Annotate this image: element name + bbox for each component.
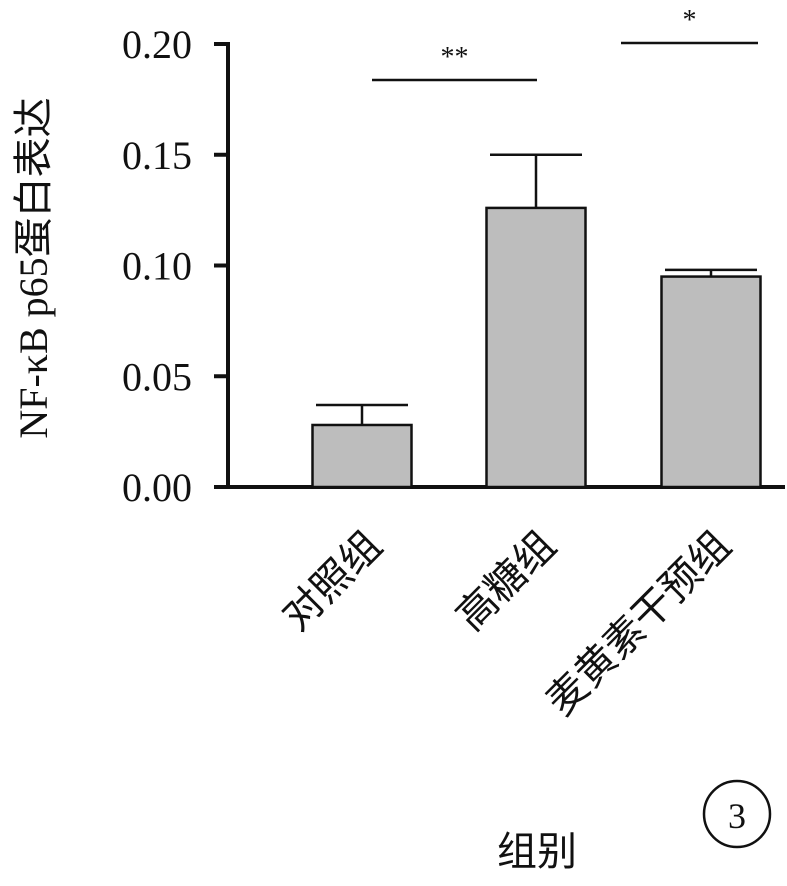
y-tick-label: 0.10 — [122, 244, 192, 289]
significance-markers: *** — [372, 5, 758, 82]
x-axis-label: 组别 — [497, 829, 577, 875]
error-bars — [316, 153, 757, 425]
bars — [311, 206, 762, 489]
y-tick-label: 0.05 — [122, 354, 192, 399]
x-tick-label: 麦黄素干预组 — [538, 523, 740, 725]
panel-label-text: 3 — [728, 796, 746, 836]
significance-label: ** — [441, 42, 469, 73]
panel-label: 3 — [702, 779, 772, 849]
panel-label-circle — [702, 779, 772, 849]
x-tick-label: 高糖组 — [448, 523, 565, 640]
bar — [660, 275, 762, 489]
y-axis-label: NF-κB p65蛋白表达 — [11, 97, 56, 438]
y-tick-label: 0.20 — [122, 22, 192, 67]
y-tick-label: 0.00 — [122, 465, 192, 510]
x-tick-label: 对照组 — [274, 523, 391, 640]
y-tick-label: 0.15 — [122, 133, 192, 178]
bar — [485, 206, 587, 489]
significance-label: * — [683, 5, 697, 36]
bar — [311, 423, 413, 489]
